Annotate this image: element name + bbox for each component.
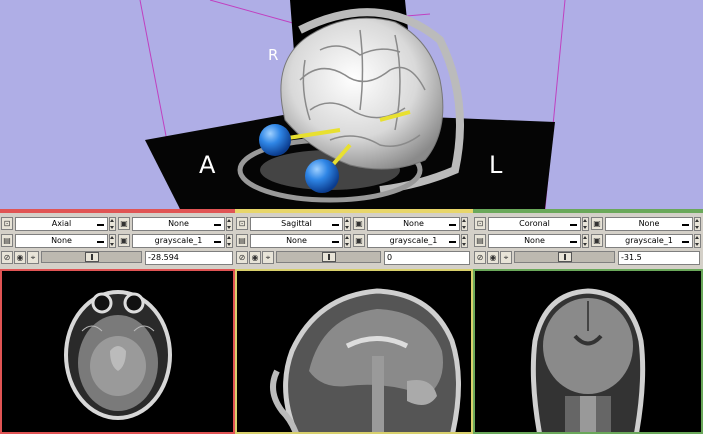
axial-color-strip <box>0 209 235 213</box>
sagittal-background-select[interactable]: None <box>250 234 343 248</box>
sagittal-foreground-select[interactable]: None <box>367 217 460 231</box>
coronal-lut-icon[interactable]: ▣ <box>591 234 603 247</box>
sagittal-orientation-spinner[interactable] <box>344 217 351 231</box>
coronal-pin-icon[interactable]: ⌖ <box>500 251 512 264</box>
axial-offset-slider[interactable] <box>41 251 142 263</box>
axial-foreground-spinner[interactable] <box>226 217 233 231</box>
sagittal-mri-image <box>270 288 461 432</box>
sagittal-offset-field[interactable]: 0 <box>384 251 470 265</box>
coronal-foreground-spinner[interactable] <box>694 217 701 231</box>
sagittal-offset-slider[interactable] <box>276 251 381 263</box>
sagittal-foreground-spinner[interactable] <box>461 217 468 231</box>
sagittal-lut-icon[interactable]: ▣ <box>353 234 365 247</box>
axial-foreground-select[interactable]: None <box>132 217 225 231</box>
coronal-layer-icon[interactable]: ▤ <box>474 234 486 247</box>
sagittal-pin-icon[interactable]: ⌖ <box>262 251 274 264</box>
sagittal-layer-icon[interactable]: ▤ <box>236 234 248 247</box>
axial-lookup-select[interactable]: grayscale_1 <box>132 234 225 248</box>
orientation-label-right: R <box>268 46 279 64</box>
axial-link-icon[interactable]: ⊘ <box>1 251 13 264</box>
coronal-orientation-spinner[interactable] <box>582 217 589 231</box>
coronal-visibility-icon[interactable]: ◉ <box>487 251 499 264</box>
sagittal-view-icon[interactable]: ⊡ <box>236 217 248 230</box>
axial-slider-thumb[interactable] <box>85 252 99 262</box>
axial-layer-icon[interactable]: ▤ <box>1 234 13 247</box>
sagittal-link-icon[interactable]: ⊘ <box>236 251 248 264</box>
coronal-background-select[interactable]: None <box>488 234 581 248</box>
axial-background-select[interactable]: None <box>15 234 108 248</box>
coronal-fg-icon[interactable]: ▣ <box>591 217 603 230</box>
coronal-slider-thumb[interactable] <box>558 252 572 262</box>
axial-lookup-spinner[interactable] <box>226 234 233 248</box>
fiducial-sphere-2 <box>305 159 339 193</box>
coronal-controls: ⊡ Coronal ▣ None ▤ None ▣ grayscale_1 ⊘ … <box>473 213 703 269</box>
axial-orientation-select[interactable]: Axial <box>15 217 108 231</box>
coronal-foreground-select[interactable]: None <box>605 217 693 231</box>
sagittal-controls: ⊡ Sagittal ▣ None ▤ None ▣ grayscale_1 ⊘… <box>235 213 473 269</box>
sagittal-lookup-select[interactable]: grayscale_1 <box>367 234 460 248</box>
axial-mri-image <box>64 290 172 420</box>
coronal-link-icon[interactable]: ⊘ <box>474 251 486 264</box>
sagittal-background-spinner[interactable] <box>344 234 351 248</box>
axial-pin-icon[interactable]: ⌖ <box>27 251 39 264</box>
fiducial-sphere-1 <box>259 124 291 156</box>
sagittal-orientation-select[interactable]: Sagittal <box>250 217 343 231</box>
3d-viewer[interactable]: A L R <box>0 0 703 209</box>
sagittal-slice-view[interactable] <box>235 269 473 434</box>
axial-view-icon[interactable]: ⊡ <box>1 217 13 230</box>
sagittal-color-strip <box>235 209 473 213</box>
axial-slice-view[interactable] <box>0 269 235 434</box>
axial-panel: ⊡ Axial ▣ None ▤ None ▣ grayscale_1 ⊘ ◉ … <box>0 209 235 434</box>
coronal-offset-slider[interactable] <box>514 251 615 263</box>
coronal-orientation-select[interactable]: Coronal <box>488 217 581 231</box>
sagittal-panel: ⊡ Sagittal ▣ None ▤ None ▣ grayscale_1 ⊘… <box>235 209 473 434</box>
coronal-panel: ⊡ Coronal ▣ None ▤ None ▣ grayscale_1 ⊘ … <box>473 209 703 434</box>
axial-orientation-spinner[interactable] <box>109 217 116 231</box>
sagittal-lookup-spinner[interactable] <box>461 234 468 248</box>
axial-background-spinner[interactable] <box>109 234 116 248</box>
sagittal-visibility-icon[interactable]: ◉ <box>249 251 261 264</box>
sagittal-slider-thumb[interactable] <box>322 252 336 262</box>
orientation-label-left: L <box>489 151 503 179</box>
head-outline <box>298 8 464 194</box>
coronal-background-spinner[interactable] <box>582 234 589 248</box>
coronal-lookup-spinner[interactable] <box>694 234 701 248</box>
axial-fg-icon[interactable]: ▣ <box>118 217 130 230</box>
coronal-view-icon[interactable]: ⊡ <box>474 217 486 230</box>
axial-controls: ⊡ Axial ▣ None ▤ None ▣ grayscale_1 ⊘ ◉ … <box>0 213 235 269</box>
axial-lut-icon[interactable]: ▣ <box>118 234 130 247</box>
3d-scene[interactable] <box>0 0 703 209</box>
axial-visibility-icon[interactable]: ◉ <box>14 251 26 264</box>
coronal-mri-image <box>530 288 646 432</box>
orientation-label-anterior: A <box>199 151 216 179</box>
coronal-slice-view[interactable] <box>473 269 703 434</box>
coronal-color-strip <box>473 209 703 213</box>
sagittal-fg-icon[interactable]: ▣ <box>353 217 365 230</box>
coronal-offset-field[interactable]: -31.5 <box>618 251 700 265</box>
coronal-lookup-select[interactable]: grayscale_1 <box>605 234 693 248</box>
axial-offset-field[interactable]: -28.594 <box>145 251 233 265</box>
